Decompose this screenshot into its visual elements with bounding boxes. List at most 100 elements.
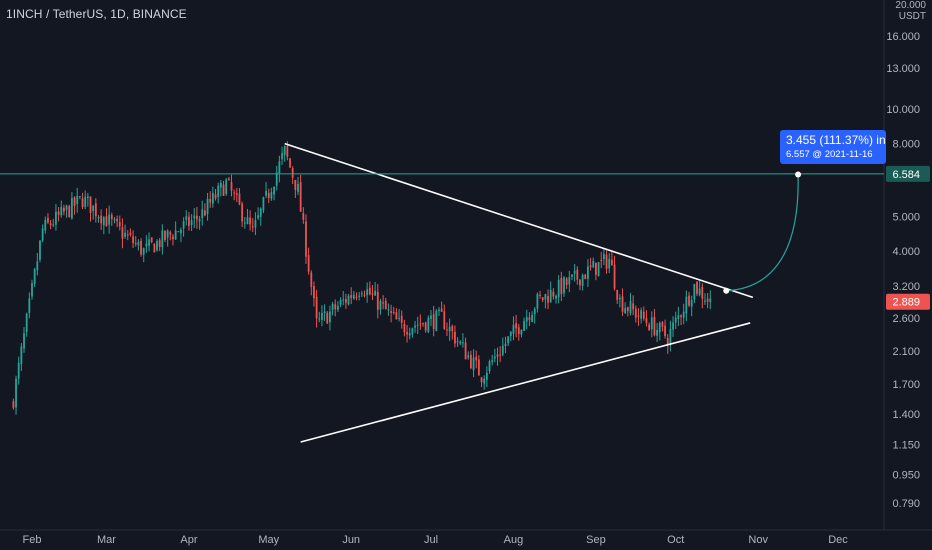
candle-body [512,324,515,334]
candle-body [443,311,446,330]
candle-body [432,314,435,329]
candle-body [281,153,283,160]
candle-body [496,354,499,357]
candle-body [371,293,374,295]
candle-body [544,294,547,300]
candle-body [78,196,81,198]
candle-body [28,298,31,313]
x-tick-label: Mar [97,534,116,546]
candle-body [480,377,483,383]
candle-body [525,317,528,322]
candle-body [467,355,470,358]
candle-body [435,310,438,331]
candle-body [105,216,108,227]
candle-body [323,311,326,314]
candle-body [305,221,307,257]
x-tick-label: Nov [748,534,768,546]
candle-body [560,277,563,295]
candle-body [33,269,36,285]
candle-body [227,178,230,180]
candle-body [251,226,254,228]
y-tick-label: 1.150 [892,440,920,452]
candle-body [634,308,637,318]
candle-body [403,323,406,333]
candle-body [158,240,161,247]
candle-body [563,277,565,294]
candle-body [485,372,488,380]
candle-body [344,299,347,303]
candle-body [65,205,68,210]
candle-body [360,293,363,295]
candle-body [153,243,156,253]
candle-body [504,343,507,346]
candle-body [259,208,262,217]
candle-body [576,269,579,280]
candle-body [642,311,645,319]
candle-body [17,362,20,379]
candle-body [387,309,390,311]
candle-body [414,325,416,328]
candle-body [71,197,73,219]
candle-body [108,214,111,225]
candle-body [427,318,430,332]
candle-body [76,195,79,205]
candle-body [267,193,270,198]
candle-body [217,185,220,197]
candle-body [653,316,656,336]
candle-body [589,265,592,267]
trendline-lower [300,322,751,443]
candle-body [182,221,185,229]
candle-body [549,290,552,303]
candle-body [148,239,150,246]
y-tick-label: 0.790 [892,498,920,510]
candle-body [682,311,685,318]
candle-body [275,172,278,186]
x-tick-label: Dec [828,534,848,546]
candle-body [262,197,265,211]
last-price-label-bg [886,293,930,310]
candle-body [318,318,321,320]
candle-body [278,161,281,174]
candle-body [539,294,541,296]
candle-body [315,296,318,319]
candle-body [193,215,196,219]
candle-body [565,278,568,286]
candle-body [326,312,329,324]
projection-label[interactable]: 3.455 (111.37%) in 6.557 @ 2021-11-16 [780,130,886,164]
candle-body [584,274,587,280]
target-price-label-bg [886,165,930,182]
candle-body [424,322,427,331]
candle-body [249,217,252,225]
candle-body [23,333,25,349]
candle-body [400,315,403,323]
candle-body [650,317,653,330]
candle-body [214,194,217,199]
candle-body [177,231,180,233]
candle-body [661,322,664,327]
candle-body [557,279,560,298]
candle-body [701,286,704,299]
candle-body [384,300,387,310]
candle-body [669,328,672,344]
projection-sub-text: 6.557 @ 2021-11-16 [786,149,873,160]
projection-main-text: 3.455 (111.37%) in [786,133,886,147]
candle-body [392,312,395,314]
candle-body [483,378,486,384]
candle-body [129,232,132,235]
symbol-title[interactable]: 1INCH / TetherUS, 1D, BINANCE [6,7,187,21]
candle-body [25,313,28,332]
candle-body [363,294,366,296]
x-tick-label: Oct [667,534,684,546]
candle-body [581,274,584,286]
candle-body [493,356,496,359]
candle-body [587,266,589,279]
candle-body [118,222,121,227]
candle-body [406,331,408,335]
x-tick-label: May [258,534,279,546]
x-tick-label: Aug [504,534,524,546]
candle-body [573,270,576,274]
candle-body [464,342,467,360]
candle-body [666,337,669,345]
candle-body [488,361,491,372]
